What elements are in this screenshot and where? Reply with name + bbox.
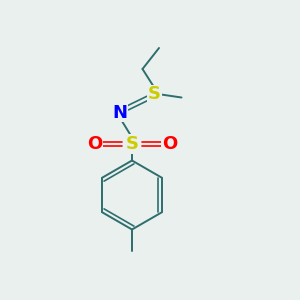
Text: S: S	[125, 135, 139, 153]
Text: N: N	[112, 103, 128, 122]
Text: O: O	[87, 135, 102, 153]
Text: S: S	[148, 85, 161, 103]
Text: O: O	[162, 135, 177, 153]
